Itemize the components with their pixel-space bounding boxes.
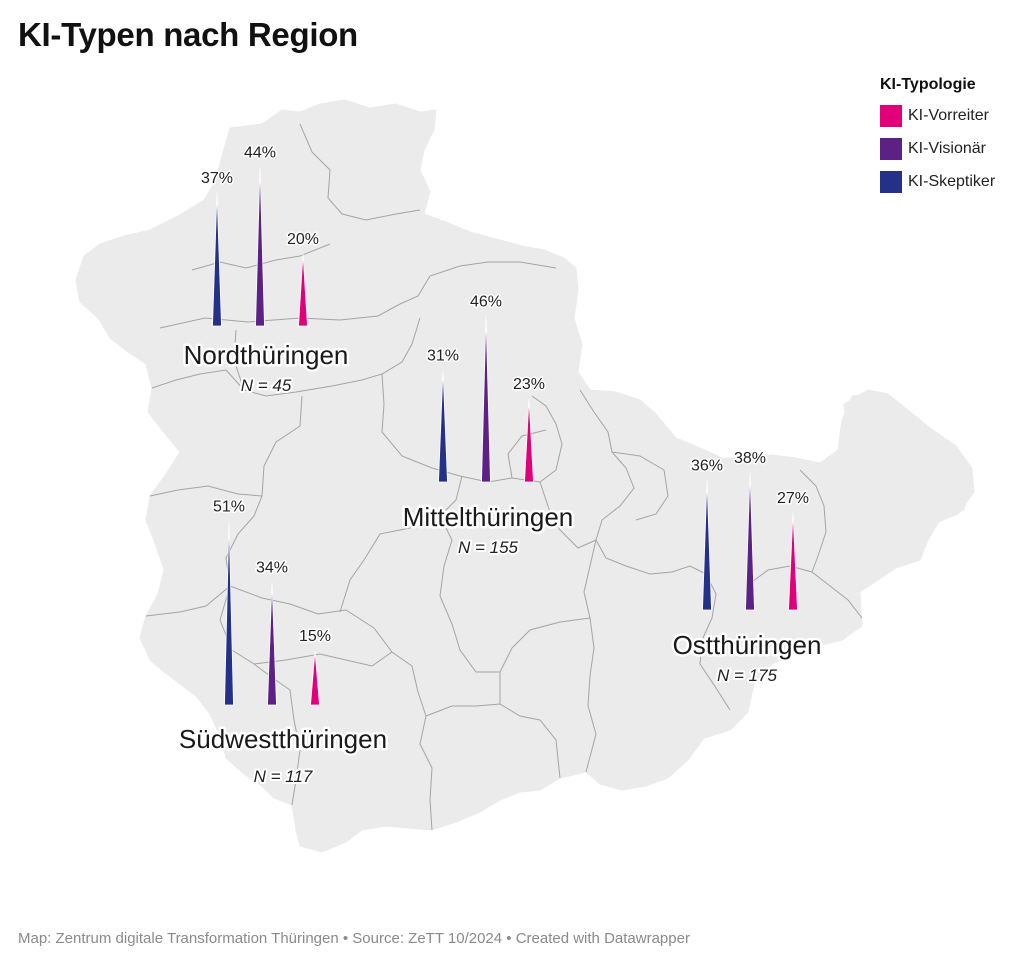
map-land xyxy=(75,99,975,853)
legend-item-vorreiter: KI-Vorreiter xyxy=(880,104,995,128)
legend-title: KI-Typologie xyxy=(880,76,976,93)
value-label-mittelthueringen-ki-visionaer: 46% xyxy=(470,293,502,310)
region-n-suedwestthueringen: N = 117 xyxy=(254,767,313,786)
legend-label-skeptiker: KI-Skeptiker xyxy=(908,173,996,190)
region-name-suedwestthueringen: Südwestthüringen xyxy=(179,724,387,754)
value-label-ostthueringen-ki-visionaer: 38% xyxy=(734,450,766,467)
spike-nordthueringen-ki-visionaer xyxy=(255,167,265,327)
legend-label-visionaer: KI-Visionär xyxy=(908,140,986,157)
region-n-mittelthueringen: N = 155 xyxy=(458,538,519,557)
legend-label-vorreiter: KI-Vorreiter xyxy=(908,107,989,124)
legend-item-skeptiker: KI-Skeptiker xyxy=(880,170,995,194)
legend-item-visionaer: KI-Visionär xyxy=(880,137,995,161)
value-label-mittelthueringen-ki-skeptiker: 31% xyxy=(427,347,459,364)
spike-suedwestthueringen-ki-vorreiter xyxy=(310,650,320,706)
region-n-nordthueringen: N = 45 xyxy=(241,376,292,395)
value-label-nordthueringen-ki-visionaer: 44% xyxy=(244,145,276,162)
value-label-suedwestthueringen-ki-visionaer: 34% xyxy=(256,560,288,577)
legend: KI-Typologie KI-Vorreiter KI-Visionär KI… xyxy=(880,76,995,203)
spike-suedwestthueringen-ki-visionaer xyxy=(267,582,277,706)
value-label-ostthueringen-ki-skeptiker: 36% xyxy=(691,457,723,474)
spike-layer: 37% 44% 20% Nordthüringen N = 45 31% 46% 23% Mit… xyxy=(176,143,824,788)
spike-mittelthueringen-ki-skeptiker xyxy=(438,370,448,483)
legend-swatch-vorreiter xyxy=(880,105,902,127)
state-outline xyxy=(75,99,973,853)
region-n-ostthueringen: N = 175 xyxy=(717,666,778,685)
value-label-ostthueringen-ki-vorreiter: 27% xyxy=(777,490,809,507)
state-east-extension xyxy=(843,389,975,523)
region-name-ostthueringen: Ostthüringen xyxy=(673,630,822,660)
spike-mittelthueringen-ki-vorreiter xyxy=(524,399,534,483)
value-label-suedwestthueringen-ki-vorreiter: 15% xyxy=(299,628,331,645)
legend-swatch-visionaer xyxy=(880,138,902,160)
spike-nordthueringen-ki-vorreiter xyxy=(298,253,308,327)
value-label-mittelthueringen-ki-vorreiter: 23% xyxy=(513,376,545,393)
spike-ostthueringen-ki-vorreiter xyxy=(788,512,798,611)
spike-mittelthueringen-ki-visionaer xyxy=(481,316,491,483)
spike-suedwestthueringen-ki-skeptiker xyxy=(224,521,234,706)
district-borders xyxy=(145,123,863,831)
value-label-nordthueringen-ki-skeptiker: 37% xyxy=(201,170,233,187)
spike-ostthueringen-ki-skeptiker xyxy=(702,480,712,611)
spike-nordthueringen-ki-skeptiker xyxy=(212,192,222,327)
map-footer: Map: Zentrum digitale Transformation Thü… xyxy=(18,930,690,947)
spike-ostthueringen-ki-visionaer xyxy=(745,473,755,611)
region-name-nordthueringen: Nordthüringen xyxy=(184,340,349,370)
map-title: KI-Typen nach Region xyxy=(18,16,358,53)
region-name-mittelthueringen: Mittelthüringen xyxy=(403,502,574,532)
value-label-nordthueringen-ki-vorreiter: 20% xyxy=(287,231,319,248)
legend-swatch-skeptiker xyxy=(880,171,902,193)
value-label-suedwestthueringen-ki-skeptiker: 51% xyxy=(213,498,245,515)
